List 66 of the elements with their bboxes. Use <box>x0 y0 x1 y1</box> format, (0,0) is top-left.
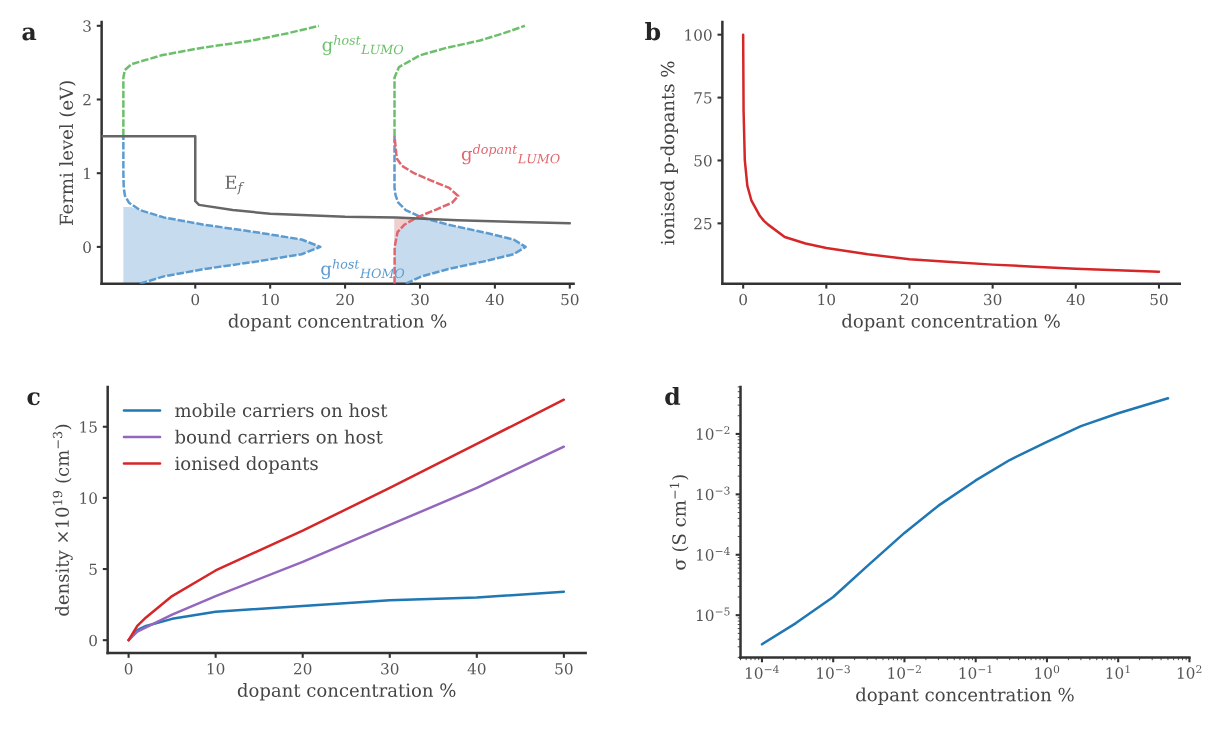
x-tick-label: 10$^{1}$ <box>1106 665 1130 679</box>
text: b <box>645 22 661 41</box>
x-tick-label: 40 <box>1066 293 1085 306</box>
x-axis-title: dopant concentration % <box>842 313 1060 332</box>
x-tick-label: 20 <box>336 293 354 306</box>
annotation: g$^{host}$$_{LUMO}$ <box>322 35 404 56</box>
text: d <box>665 386 681 406</box>
x-tick-label: 40 <box>485 293 504 306</box>
line-series <box>741 33 1161 273</box>
x-tick-label: 20 <box>294 662 312 675</box>
y-tick-label: 25 <box>694 217 712 230</box>
x-axis-title: dopant concentration % <box>228 313 447 332</box>
y-tick-label: 100 <box>685 29 712 41</box>
x-axis-title: dopant concentration % <box>237 683 456 701</box>
y-axis-title: density ×10$^{19}$ (cm$^{−3}$) <box>52 424 73 616</box>
y-tick-label: 5 <box>89 563 97 576</box>
x-axis-title: dopant concentration % <box>856 687 1074 705</box>
line-series <box>122 24 321 138</box>
y-tick-label: 10$^{−4}$ <box>696 546 730 561</box>
y-tick-label: 50 <box>694 154 712 167</box>
y-tick-label: 10$^{−5}$ <box>696 607 730 622</box>
x-tick-label: 10$^{0}$ <box>1035 665 1060 679</box>
annotation: g$^{host}$$_{HOMO}$ <box>321 258 405 280</box>
x-tick-label: 10$^{2}$ <box>1177 665 1202 679</box>
y-tick-label: 3 <box>83 20 91 32</box>
y-tick-label: 10$^{−2}$ <box>696 426 730 440</box>
y-axis-title: Fermi level (eV) <box>59 81 76 226</box>
x-tick-label: 10 <box>818 293 836 306</box>
annotation: g$^{dopant}$$_{LUMO}$ <box>461 144 560 165</box>
x-tick-label: 10$^{−1}$ <box>959 665 992 679</box>
x-tick-label: 30 <box>984 293 1002 306</box>
y-tick-label: 2 <box>83 93 91 106</box>
y-tick-label: 10 <box>80 492 97 504</box>
x-tick-label: 30 <box>381 662 399 675</box>
y-tick-label: 15 <box>80 421 97 433</box>
annotation: E$_{f}$ <box>225 175 245 195</box>
x-tick-label: 10 <box>262 293 279 306</box>
x-tick-label: 50 <box>555 662 573 675</box>
legend-label: ionised dopants <box>175 456 318 474</box>
x-tick-label: 10$^{−3}$ <box>817 665 850 679</box>
x-tick-label: 10$^{−4}$ <box>745 665 779 679</box>
x-tick-label: 20 <box>900 293 919 306</box>
line-series <box>101 135 572 225</box>
x-tick-label: 50 <box>561 293 579 306</box>
x-tick-label: 0 <box>124 662 133 675</box>
line-series <box>122 135 322 284</box>
y-tick-label: 1 <box>84 167 90 179</box>
x-tick-label: 10$^{−2}$ <box>888 665 921 679</box>
x-tick-label: 50 <box>1150 293 1168 306</box>
legend-label: bound carriers on host <box>175 429 383 444</box>
x-tick-label: 0 <box>739 293 748 306</box>
text: c <box>27 392 40 406</box>
text: a <box>22 27 37 41</box>
x-tick-label: 40 <box>467 662 486 675</box>
y-tick-label: 0 <box>89 634 97 647</box>
y-tick-label: 75 <box>694 92 712 104</box>
x-tick-label: 10 <box>207 662 225 675</box>
y-tick-label: 0 <box>83 241 91 253</box>
x-tick-label: 30 <box>411 293 429 306</box>
y-tick-label: 10$^{−3}$ <box>696 486 730 501</box>
line-series <box>127 445 566 642</box>
legend-label: mobile carriers on host <box>175 403 388 418</box>
x-tick-label: 0 <box>191 293 200 306</box>
y-axis-title: ionised p-dopants % <box>660 61 678 245</box>
y-axis-title: σ (S cm$^{−1}$) <box>669 475 689 570</box>
line-series <box>127 398 566 642</box>
